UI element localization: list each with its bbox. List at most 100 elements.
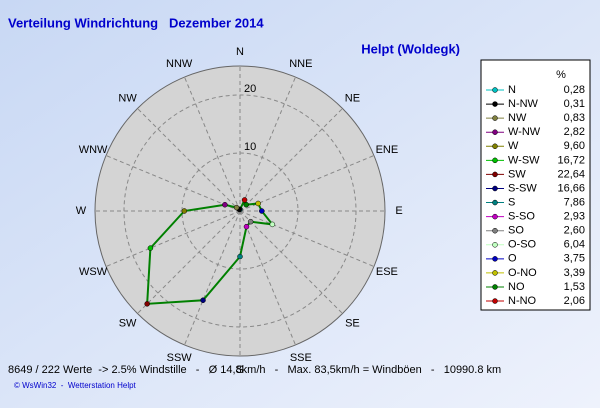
spoke — [239, 108, 343, 212]
wind-point — [222, 201, 228, 208]
direction-label: E — [395, 205, 402, 217]
legend-marker — [492, 157, 498, 164]
spoke — [184, 76, 241, 212]
spoke — [105, 210, 241, 267]
direction-label: SW — [119, 317, 137, 329]
legend-marker — [492, 87, 498, 93]
wind-point — [243, 201, 250, 208]
direction-label: NNE — [289, 58, 312, 70]
footer: 8649 / 222 Werte -> 2.5% Windstille - Ø … — [8, 364, 501, 376]
legend-value: 2,93 — [564, 211, 585, 223]
legend-value: 0,83 — [564, 112, 585, 124]
direction-label: W — [76, 205, 87, 217]
legend-label: SW — [508, 168, 526, 180]
wind-point — [237, 253, 243, 260]
legend-value: 6,04 — [564, 239, 585, 251]
legend-marker — [492, 129, 498, 135]
legend-marker — [492, 213, 498, 220]
legend-label: O-NO — [508, 267, 537, 279]
legend-value: 7,86 — [564, 196, 585, 208]
direction-label: S — [236, 364, 243, 376]
legend-value: 16,66 — [557, 182, 585, 194]
legend-label: S-SW — [508, 182, 537, 194]
spoke — [239, 155, 375, 212]
legend-value: 22,64 — [557, 168, 585, 180]
direction-label: SSW — [167, 352, 193, 364]
legend-label: N-NO — [508, 295, 537, 307]
legend-value: 3,75 — [564, 253, 585, 265]
legend-value: 1,53 — [564, 281, 585, 293]
legend-marker — [492, 185, 498, 192]
legend-marker — [492, 298, 498, 304]
wind-point — [241, 197, 248, 203]
direction-label: ENE — [376, 144, 399, 156]
legend-label: O-SO — [508, 239, 537, 251]
wind-point — [144, 301, 150, 307]
legend-marker — [492, 199, 498, 206]
wind-point — [147, 245, 154, 251]
legend-label: N-NW — [508, 98, 539, 110]
credit: © WsWin32 - Wetterstation Helpt — [14, 381, 137, 390]
spoke — [239, 210, 296, 346]
direction-label: WSW — [79, 266, 108, 278]
spoke — [137, 210, 241, 314]
chart-title: Verteilung Windrichtung Dezember 2014 — [8, 15, 264, 30]
legend-label: W-NW — [508, 126, 541, 138]
legend-marker — [492, 143, 498, 150]
legend-value: 0,28 — [564, 84, 585, 96]
direction-label: ESE — [376, 266, 398, 278]
legend-marker — [492, 227, 498, 234]
direction-label: N — [236, 46, 244, 58]
legend-value: 3,39 — [564, 267, 585, 279]
legend-box — [480, 59, 591, 311]
r-tick-label: 20 — [244, 83, 256, 95]
legend-marker — [492, 242, 498, 248]
legend-label: W — [508, 140, 519, 152]
legend-label: O — [508, 253, 517, 265]
legend-value: 9,60 — [564, 140, 585, 152]
direction-label: WNW — [79, 144, 108, 156]
spoke — [105, 155, 241, 212]
wind-point — [269, 221, 276, 228]
legend-label: S-SO — [508, 211, 535, 223]
legend-label: W-SW — [508, 154, 540, 166]
direction-label: SSE — [290, 352, 312, 364]
legend-marker — [492, 284, 498, 290]
legend-marker — [492, 270, 498, 276]
wind-point — [181, 208, 188, 214]
spoke — [239, 210, 375, 267]
wind-point — [243, 223, 250, 230]
wind-point — [200, 297, 206, 304]
direction-label: SE — [345, 317, 360, 329]
legend-label: NW — [508, 112, 527, 124]
legend-value: 16,72 — [557, 154, 585, 166]
wind-point — [247, 218, 254, 225]
legend-label: S — [508, 196, 515, 208]
legend-marker — [492, 115, 498, 121]
spoke — [137, 108, 241, 212]
legend-label: NO — [508, 281, 525, 293]
wind-point — [233, 204, 240, 211]
wind-point — [259, 208, 265, 214]
legend-label: N — [508, 84, 516, 96]
legend-title: % — [556, 69, 566, 81]
grid-ring — [123, 94, 357, 328]
wind-point — [255, 200, 261, 207]
legend-marker — [492, 171, 498, 178]
spoke — [239, 210, 343, 314]
legend-value: 2,60 — [564, 225, 585, 237]
legend-marker — [492, 256, 498, 262]
legend-value: 2,06 — [564, 295, 585, 307]
direction-label: NNW — [166, 58, 193, 70]
direction-label: NE — [345, 92, 360, 104]
r-tick-label: 10 — [244, 141, 256, 153]
legend-label: SO — [508, 225, 524, 237]
legend-value: 0,31 — [564, 98, 585, 110]
direction-label: NW — [118, 92, 137, 104]
grid-ring — [181, 152, 299, 270]
legend-value: 2,82 — [564, 126, 585, 138]
spoke — [184, 210, 241, 346]
legend-marker — [492, 101, 498, 107]
spoke — [239, 76, 296, 212]
chart-subtitle: Helpt (Woldegk) — [361, 41, 460, 56]
